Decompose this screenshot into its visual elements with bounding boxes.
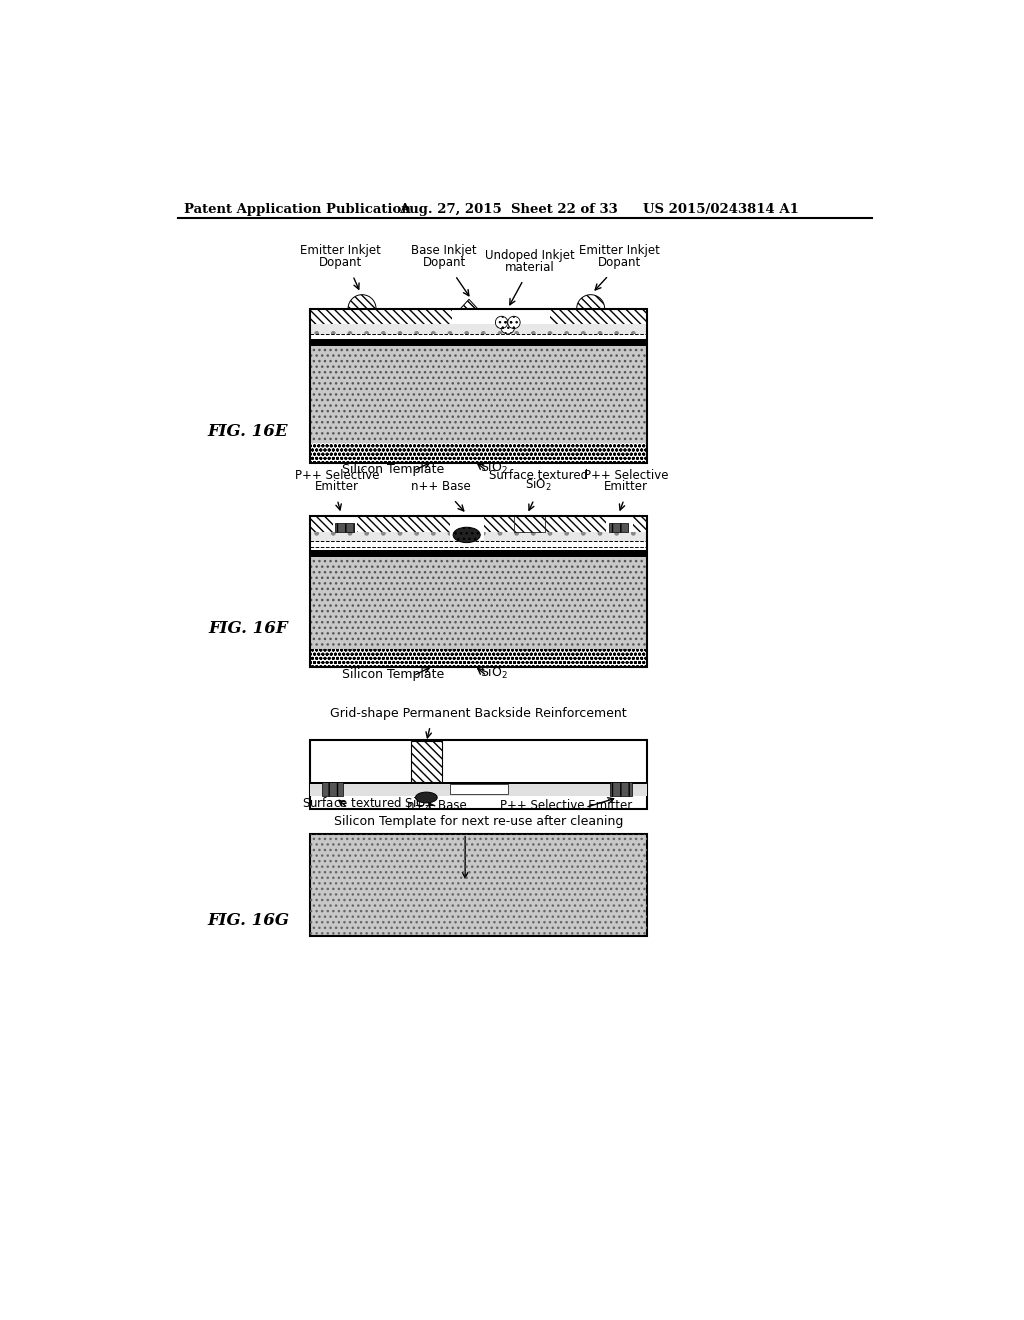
Text: Patent Application Publication: Patent Application Publication	[183, 203, 411, 216]
Text: FIG. 16F: FIG. 16F	[208, 619, 288, 636]
Bar	[514, 516, 545, 532]
Bar	[310, 557, 647, 649]
Bar	[450, 516, 483, 540]
Bar	[310, 532, 647, 541]
Text: Base Inkjet: Base Inkjet	[412, 244, 477, 257]
Polygon shape	[461, 300, 477, 309]
Text: P++ Selective: P++ Selective	[295, 469, 380, 482]
Bar	[310, 781, 647, 796]
Text: n++ Base: n++ Base	[412, 480, 471, 494]
Bar	[450, 784, 508, 795]
Text: SiO$_2$: SiO$_2$	[480, 665, 508, 681]
Bar	[310, 557, 647, 649]
Bar	[335, 523, 354, 532]
Text: Dopant: Dopant	[423, 256, 466, 268]
Bar	[310, 834, 647, 936]
Bar	[606, 516, 633, 532]
Polygon shape	[577, 294, 604, 309]
Bar	[310, 323, 647, 334]
Bar	[514, 516, 545, 532]
Ellipse shape	[416, 792, 437, 803]
Bar	[452, 309, 550, 323]
Bar	[322, 781, 343, 796]
Text: FIG. 16E: FIG. 16E	[208, 424, 289, 441]
Polygon shape	[348, 294, 376, 309]
Text: Emitter Inkjet: Emitter Inkjet	[300, 244, 381, 257]
Ellipse shape	[501, 321, 515, 334]
Bar	[310, 346, 647, 444]
Text: Surface textured: Surface textured	[489, 469, 589, 482]
Bar	[310, 309, 647, 323]
Bar	[310, 649, 647, 668]
Bar	[333, 516, 357, 532]
Text: Emitter: Emitter	[315, 480, 359, 494]
Bar	[310, 532, 647, 541]
Text: Emitter: Emitter	[604, 480, 648, 494]
Bar	[411, 742, 442, 781]
Ellipse shape	[496, 317, 508, 329]
Text: Silicon Template: Silicon Template	[342, 668, 444, 681]
Bar	[310, 309, 647, 462]
Text: Dopant: Dopant	[318, 256, 361, 268]
Text: Undoped Inkjet: Undoped Inkjet	[484, 249, 574, 263]
Bar	[310, 784, 647, 789]
Text: US 2015/0243814 A1: US 2015/0243814 A1	[643, 203, 800, 216]
Bar	[310, 516, 647, 532]
Bar	[310, 739, 647, 809]
Text: P++ Selective Emitter: P++ Selective Emitter	[500, 799, 632, 812]
Text: FIG. 16G: FIG. 16G	[207, 912, 289, 929]
Text: SiO$_2$: SiO$_2$	[525, 478, 552, 494]
Ellipse shape	[508, 317, 520, 329]
Text: Silicon Template: Silicon Template	[342, 463, 444, 477]
Bar	[310, 346, 647, 444]
Bar	[310, 444, 647, 462]
Text: Aug. 27, 2015  Sheet 22 of 33: Aug. 27, 2015 Sheet 22 of 33	[399, 203, 618, 216]
Bar	[310, 834, 647, 936]
Ellipse shape	[453, 527, 480, 543]
Text: Dopant: Dopant	[598, 256, 641, 268]
Bar	[310, 781, 647, 784]
Bar	[310, 549, 647, 557]
Text: Surface textured SiO$_2$: Surface textured SiO$_2$	[302, 796, 431, 812]
Text: Emitter Inkjet: Emitter Inkjet	[579, 244, 659, 257]
Text: SiO$_2$: SiO$_2$	[480, 461, 508, 477]
Bar	[310, 339, 647, 346]
Text: Silicon Template for next re-use after cleaning: Silicon Template for next re-use after c…	[334, 814, 623, 828]
Text: n++ Base: n++ Base	[407, 799, 466, 812]
Text: P++ Selective: P++ Selective	[584, 469, 669, 482]
Text: Grid-shape Permanent Backside Reinforcement: Grid-shape Permanent Backside Reinforcem…	[330, 708, 627, 721]
Bar	[610, 781, 632, 796]
Bar	[310, 516, 647, 668]
Text: material: material	[505, 261, 554, 275]
Bar	[310, 323, 647, 334]
Bar	[608, 523, 628, 532]
